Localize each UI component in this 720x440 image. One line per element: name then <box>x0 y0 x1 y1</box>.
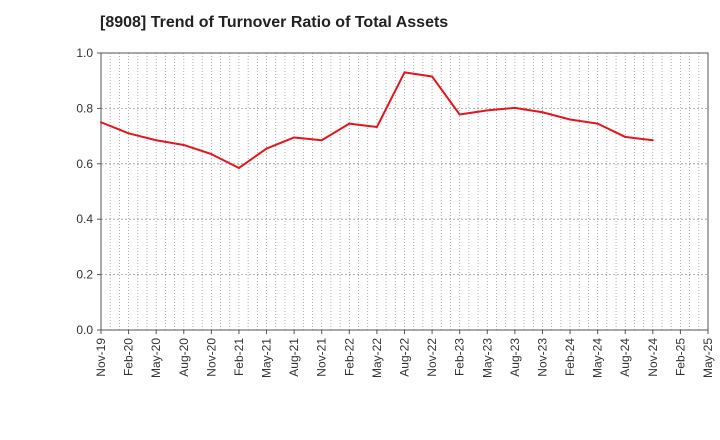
y-tick-label: 0.0 <box>76 323 93 337</box>
x-tick-label: Nov-23 <box>535 338 549 377</box>
x-tick-label: Nov-21 <box>315 338 329 377</box>
grid-lines <box>101 52 708 331</box>
data-point <box>541 111 544 114</box>
x-tick-label: May-24 <box>591 338 605 378</box>
x-tick-label: Feb-23 <box>453 338 467 376</box>
data-point <box>458 113 461 116</box>
data-point <box>375 125 378 128</box>
data-point <box>182 143 185 146</box>
x-tick-label: Aug-22 <box>398 338 412 377</box>
x-tick-label: May-21 <box>260 338 274 378</box>
data-point <box>127 132 130 135</box>
y-tick-label: 0.4 <box>76 212 93 226</box>
data-point <box>486 109 489 112</box>
x-tick-label: Nov-19 <box>94 338 108 377</box>
x-tick-label: Nov-24 <box>646 338 660 377</box>
x-tick-label: Nov-22 <box>425 338 439 377</box>
x-tick-label: Feb-20 <box>122 338 136 376</box>
data-point <box>100 121 102 124</box>
x-tick-label: May-20 <box>149 338 163 378</box>
x-tick-label: Aug-24 <box>618 338 632 377</box>
tick-labels: 0.0 0.2 0.4 0.6 0.8 1.0 Nov-19 Feb-20 May-20 Aug-… <box>76 46 715 378</box>
chart-title: [8908] Trend of Turnover Ratio of Total … <box>100 14 449 31</box>
series-layer <box>100 71 654 169</box>
data-point <box>155 139 158 142</box>
x-tick-label: May-22 <box>370 338 384 378</box>
data-point <box>237 166 240 169</box>
data-point <box>569 118 572 121</box>
x-tick-label: Aug-20 <box>177 338 191 377</box>
data-point <box>651 139 654 142</box>
data-point <box>320 139 323 142</box>
x-tick-label: Aug-23 <box>508 338 522 377</box>
data-point <box>596 122 599 125</box>
data-point <box>293 136 296 139</box>
x-tick-label: Nov-20 <box>204 338 218 377</box>
data-point <box>210 153 213 156</box>
data-point <box>624 135 627 138</box>
data-point <box>431 75 434 78</box>
data-point <box>403 71 406 74</box>
data-point <box>265 147 268 150</box>
x-tick-label: May-25 <box>701 338 715 378</box>
x-tick-label: Feb-25 <box>673 338 687 376</box>
y-tick-label: 1.0 <box>76 46 93 60</box>
x-tick-label: May-23 <box>480 338 494 378</box>
x-tick-label: Feb-22 <box>342 338 356 376</box>
x-tick-label: Feb-24 <box>563 338 577 376</box>
y-tick-label: 0.6 <box>76 157 93 171</box>
axes <box>97 52 709 334</box>
y-tick-label: 0.2 <box>76 268 93 282</box>
y-tick-label: 0.8 <box>76 101 93 115</box>
x-tick-label: Feb-21 <box>232 338 246 376</box>
x-tick-label: Aug-21 <box>287 338 301 377</box>
data-point <box>513 106 516 109</box>
data-point <box>348 122 351 125</box>
